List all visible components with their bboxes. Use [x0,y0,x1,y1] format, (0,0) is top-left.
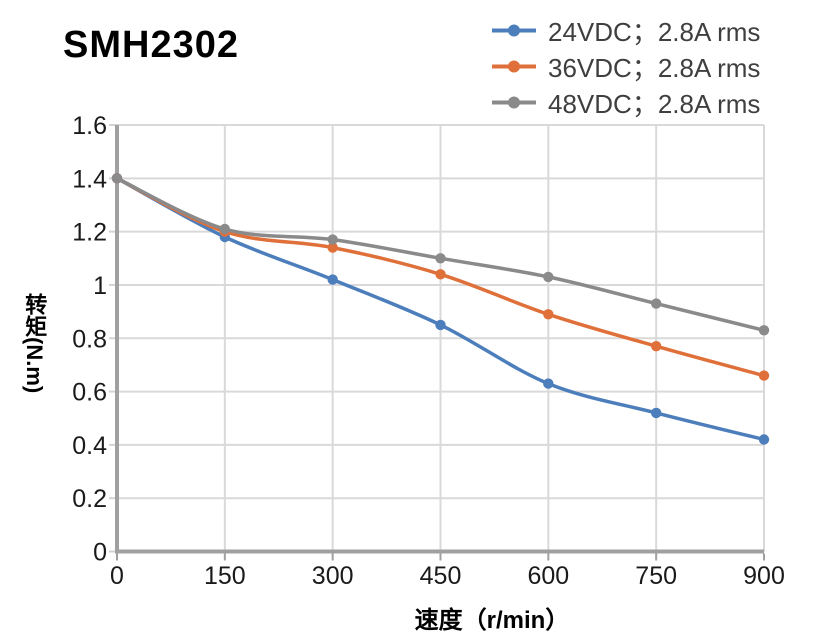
x-tick-label: 450 [420,562,462,590]
y-tick-label: 0.2 [72,485,107,513]
legend-marker-36vdc-icon [492,60,536,72]
legend-item-24vdc: 24VDC；2.8A rms [491,12,760,48]
series-marker-36vdc [543,309,554,320]
x-tick-label: 300 [312,562,354,590]
series-marker-24vdc [543,378,554,389]
series-marker-36vdc [651,341,662,352]
chart-title: SMH2302 [63,24,239,66]
series-marker-48vdc [543,271,554,283]
y-tick-label: 0.8 [72,325,107,353]
x-tick-label: 0 [110,562,124,590]
y-tick-label: 1.4 [72,165,107,193]
series-marker-48vdc [111,173,123,184]
series-marker-48vdc [327,234,338,245]
series-marker-36vdc [435,269,446,280]
legend-item-36vdc: 36VDC；2.8A rms [491,48,760,84]
series-marker-48vdc [651,298,662,309]
series-marker-24vdc [651,407,662,419]
legend-label-48vdc: 48VDC；2.8A rms [548,88,761,119]
x-tick-label: 600 [527,562,569,590]
legend-label-24vdc: 24VDC；2.8A rms [548,16,761,47]
y-tick-label: 0 [93,539,107,567]
series-marker-48vdc [435,253,446,264]
series-marker-24vdc [327,274,338,285]
y-tick-label: 1 [93,272,107,300]
y-tick-label: 0.6 [72,379,107,407]
x-tick-label: 750 [635,562,677,590]
legend-item-48vdc: 48VDC；2.8A rms [491,84,760,120]
series-marker-24vdc [758,434,770,445]
y-tick-label: 1.6 [72,112,107,140]
series-marker-36vdc [758,370,770,381]
x-axis-title: 速度（r/min） [414,607,570,634]
legend: 24VDC；2.8A rms 36VDC；2.8A rms 48VDC；2.8A… [491,12,760,120]
y-axis-title: 转矩(N.m) [22,292,48,394]
series-marker-48vdc [758,325,770,336]
x-tick-label: 150 [204,562,246,590]
series-marker-48vdc [219,223,230,235]
legend-label-36vdc: 36VDC；2.8A rms [548,52,761,83]
y-tick-label: 0.4 [72,432,107,460]
legend-marker-24vdc-icon [492,24,536,36]
legend-marker-48vdc-icon [492,96,536,108]
series-marker-24vdc [435,319,446,331]
y-tick-label: 1.2 [72,219,107,247]
x-tick-label: 900 [743,562,785,590]
series-marker-36vdc [327,242,338,253]
